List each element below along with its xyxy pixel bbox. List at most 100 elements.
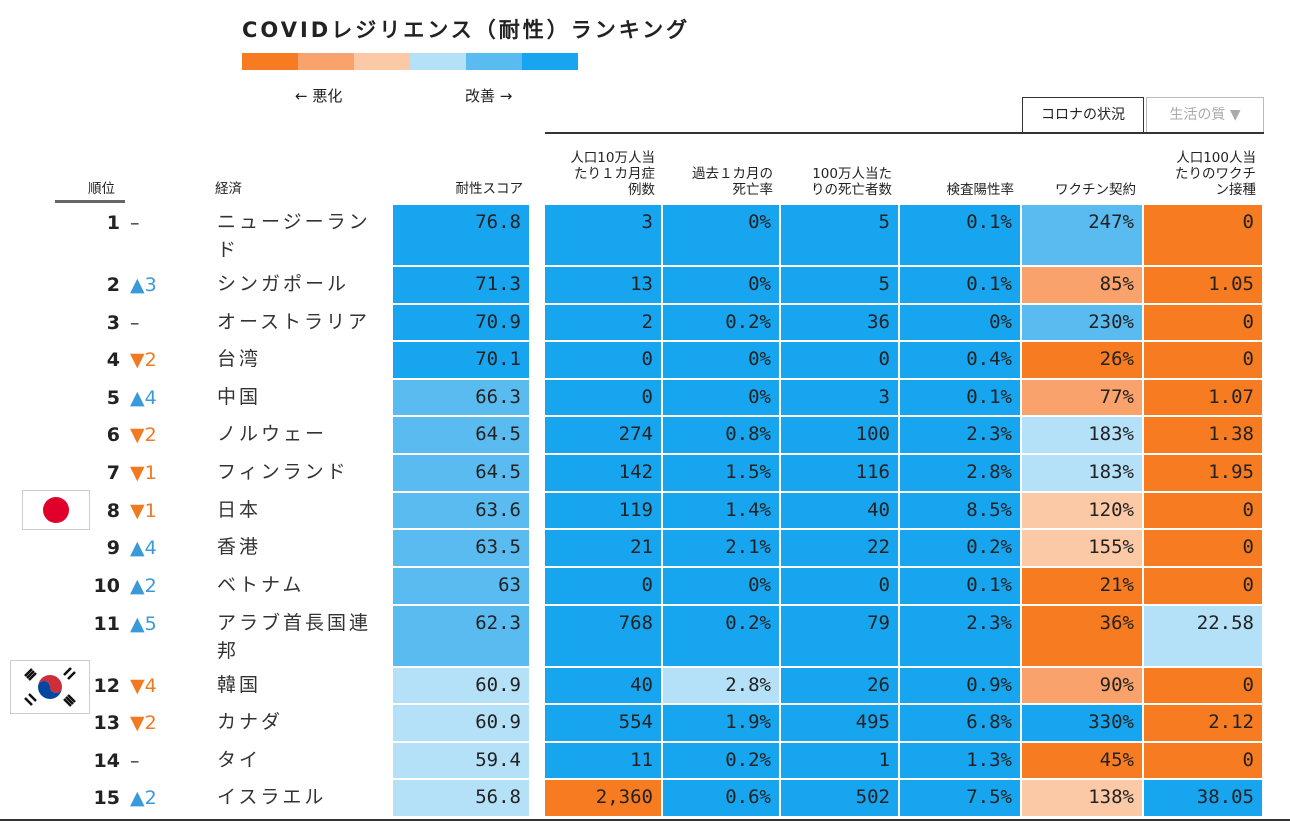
- rank: 13: [93, 712, 120, 735]
- rank: 5: [106, 386, 120, 409]
- cell: 2.8%: [900, 455, 1020, 491]
- cell: 119: [545, 492, 661, 529]
- cell: 0.1%: [900, 379, 1020, 416]
- economy-name: イスラエル: [217, 786, 327, 809]
- cell: 1.05: [1144, 267, 1262, 303]
- cell: 64.5: [393, 417, 529, 454]
- change: ▲2: [130, 787, 157, 810]
- flag-japan: [22, 490, 90, 530]
- cell: 0.2%: [900, 530, 1020, 566]
- cell: 2.12: [1144, 705, 1262, 741]
- cell: 1.95: [1144, 455, 1262, 491]
- cell: 138%: [1022, 780, 1142, 816]
- cell: 502: [781, 780, 898, 816]
- rank: 8: [106, 499, 120, 522]
- header-rule: [545, 132, 1264, 134]
- cell: 554: [545, 705, 661, 741]
- cell: 0: [1144, 205, 1262, 265]
- cell: 0: [781, 342, 898, 378]
- economy-name: カナダ: [217, 711, 284, 734]
- tab[interactable]: コロナの状況: [1022, 97, 1144, 133]
- economy-name: 香港: [217, 536, 262, 559]
- cell: 274: [545, 417, 661, 454]
- cell: 1.38: [1144, 417, 1262, 454]
- cell: 11: [545, 742, 661, 779]
- cell: 0.4%: [900, 342, 1020, 378]
- rank: 11: [93, 612, 120, 635]
- economy-name: シンガポール: [217, 273, 350, 295]
- cell: 59.4: [393, 742, 529, 779]
- cell: 77%: [1022, 379, 1142, 416]
- cell: 3: [545, 205, 661, 265]
- cell: 0.1%: [900, 205, 1020, 265]
- economy-name: オーストラリア: [217, 310, 371, 333]
- flag-korea: [10, 660, 90, 714]
- cell: 0.8%: [663, 417, 779, 454]
- cell: 21%: [1022, 567, 1142, 604]
- change: –: [130, 212, 140, 234]
- bottom-rule: [0, 819, 1290, 821]
- economy-name: 韓国: [217, 673, 262, 696]
- economy-name: ノルウェー: [217, 423, 328, 446]
- cell: 63.6: [393, 492, 529, 529]
- cell: 0%: [663, 567, 779, 604]
- cell: 26: [781, 667, 898, 704]
- title: COVIDレジリエンス（耐性）ランキング: [242, 18, 691, 42]
- cell: 40: [781, 492, 898, 529]
- cell: 0: [1144, 567, 1262, 604]
- sort-underline: [55, 200, 125, 203]
- column-header: 検査陽性率: [946, 182, 1015, 198]
- cell: 0: [545, 342, 661, 378]
- column-header: 過去１カ月の 死亡率: [692, 166, 773, 198]
- cell: 0: [1144, 492, 1262, 529]
- cell: 1.3%: [900, 742, 1020, 779]
- economy-name: 日本: [217, 498, 262, 521]
- cell: 2.1%: [663, 530, 779, 566]
- change: ▼1: [130, 499, 157, 522]
- cell: 0.2%: [663, 605, 779, 666]
- legend-swatch: [522, 53, 578, 70]
- cell: 1.07: [1144, 379, 1262, 416]
- cell: 247%: [1022, 205, 1142, 265]
- economy-name: ニュージーランド: [217, 211, 371, 261]
- change: –: [130, 749, 140, 772]
- cell: 76.8: [393, 205, 529, 265]
- cell: 0: [1144, 304, 1262, 341]
- cell: 6.8%: [900, 705, 1020, 741]
- cell: 90%: [1022, 667, 1142, 704]
- cell: 0%: [663, 342, 779, 378]
- change: ▲3: [130, 274, 157, 296]
- change: ▼2: [130, 349, 157, 372]
- cell: 142: [545, 455, 661, 491]
- cell: 26%: [1022, 342, 1142, 378]
- cell: 71.3: [393, 267, 529, 303]
- cell: 0.6%: [663, 780, 779, 816]
- cell: 0.1%: [900, 567, 1020, 604]
- column-header: 順位: [88, 181, 115, 197]
- cell: 60.9: [393, 667, 529, 704]
- cell: 0.2%: [663, 304, 779, 341]
- change: ▼2: [130, 424, 157, 447]
- legend-swatch: [242, 53, 298, 70]
- cell: 120%: [1022, 492, 1142, 529]
- tab[interactable]: 生活の質 ▼: [1146, 97, 1264, 133]
- cell: 116: [781, 455, 898, 491]
- legend-swatch: [466, 53, 522, 70]
- cell: 2,360: [545, 780, 661, 816]
- cell: 63: [393, 567, 529, 604]
- cell: 66.3: [393, 379, 529, 416]
- column-header: 人口100人当 たりのワクチ ン接種: [1175, 150, 1256, 198]
- cell: 0: [1144, 667, 1262, 704]
- rank: 2: [106, 274, 120, 296]
- cell: 2: [545, 304, 661, 341]
- cell: 330%: [1022, 705, 1142, 741]
- rank: 1: [106, 212, 120, 234]
- cell: 0: [1144, 742, 1262, 779]
- column-header: ワクチン契約: [1055, 182, 1136, 198]
- column-header: 人口10万人当 たり１カ月症 例数: [570, 150, 655, 198]
- legend-swatch: [354, 53, 410, 70]
- cell: 40: [545, 667, 661, 704]
- cell: 183%: [1022, 417, 1142, 454]
- legend-swatch: [410, 53, 466, 70]
- cell: 36: [781, 304, 898, 341]
